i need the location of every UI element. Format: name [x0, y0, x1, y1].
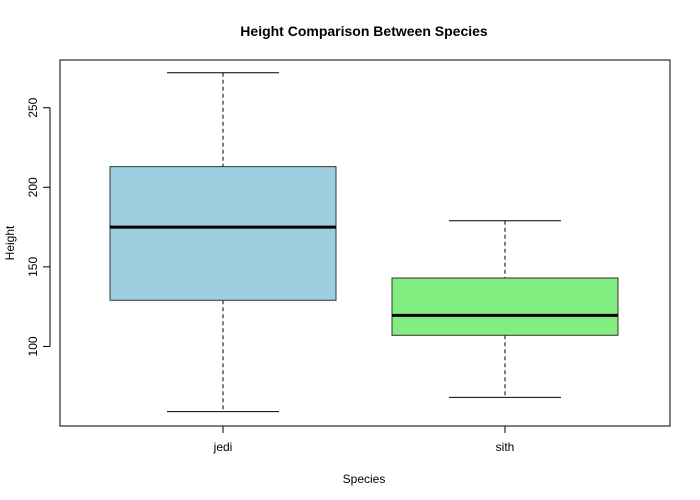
- y-tick-label: 250: [26, 97, 40, 117]
- chart-title: Height Comparison Between Species: [240, 23, 488, 39]
- jedi-iqr-box: [109, 166, 337, 301]
- y-tick-label: 100: [26, 336, 40, 356]
- x-tick-label-jedi: jedi: [213, 440, 233, 454]
- x-axis-title: Species: [343, 472, 386, 486]
- y-tick-label: 150: [26, 257, 40, 277]
- y-tick-label: 200: [26, 177, 40, 197]
- plot-frame: [59, 59, 671, 427]
- x-tick-label-sith: sith: [496, 440, 515, 454]
- sith-iqr-box: [391, 277, 619, 336]
- y-axis-title: Height: [3, 225, 17, 260]
- plot-layer: 100 150 200 250 jedi sith: [26, 72, 619, 454]
